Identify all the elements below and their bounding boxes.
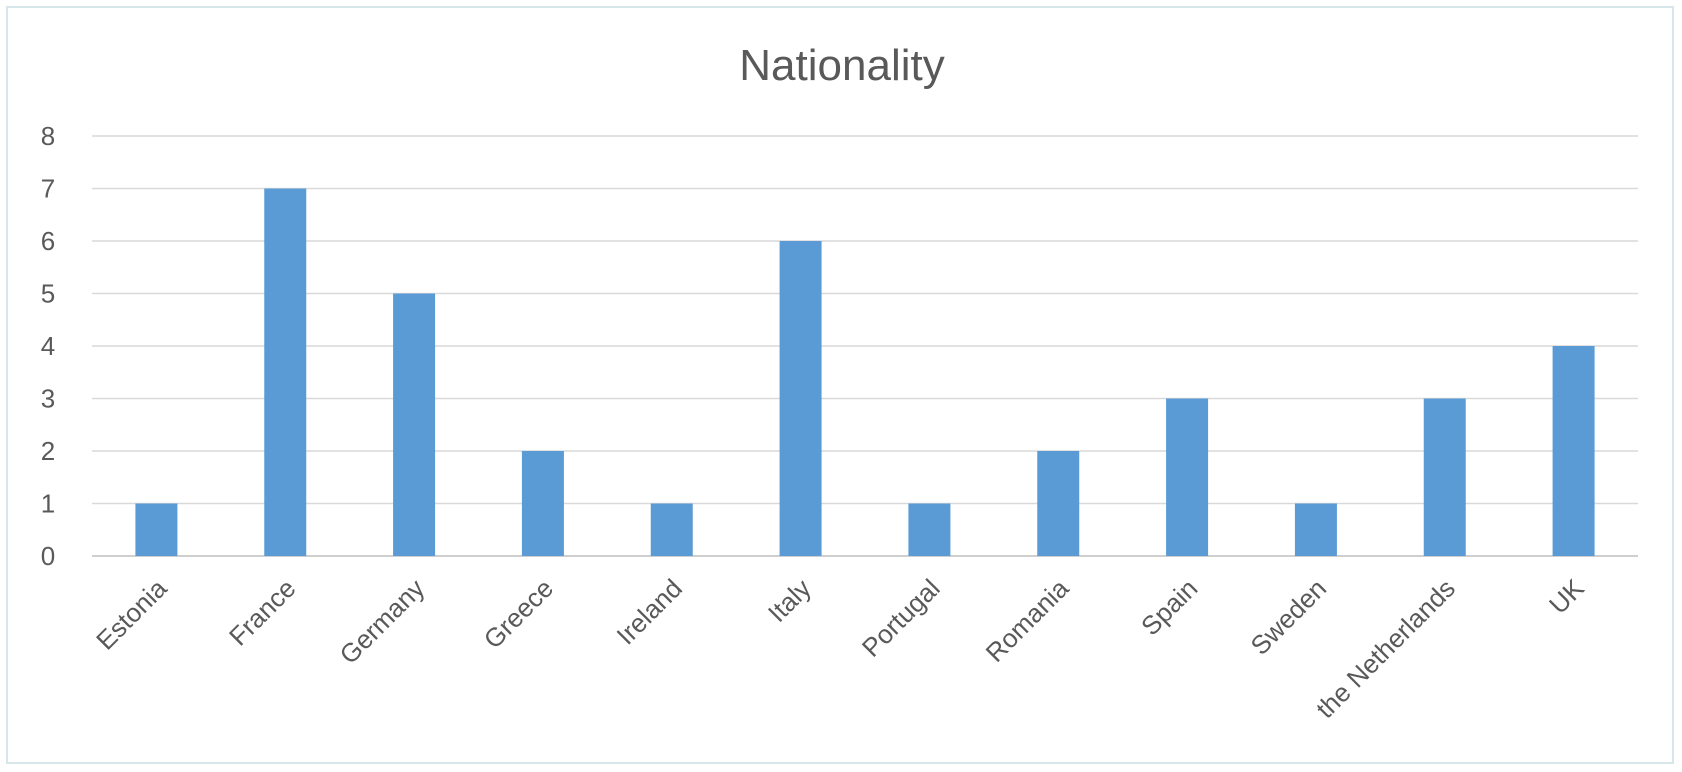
category-label: Spain [1135,573,1203,641]
y-tick-label: 4 [41,331,55,361]
bar-the-netherlands [1423,398,1466,556]
x-axis-categories: Estonia France Germany Greece Ireland Italy Po… [90,573,1590,724]
bar-germany [393,293,436,556]
bar-estonia [135,503,178,556]
category-label: Sweden [1245,573,1333,661]
bar-uk [1552,346,1595,556]
chart-title: Nationality [739,41,944,90]
category-label: Romania [980,573,1075,668]
y-tick-label: 5 [41,279,55,309]
category-label: Ireland [611,573,688,650]
bar-sweden [1294,503,1337,556]
bar-portugal [908,503,951,556]
bar-spain [1166,398,1209,556]
y-tick-label: 0 [41,541,55,571]
category-label: Portugal [856,573,946,663]
category-label: UK [1543,573,1590,620]
y-tick-label: 2 [41,436,55,466]
y-tick-label: 6 [41,226,55,256]
category-label: Greece [478,573,560,655]
category-label: Estonia [90,573,173,656]
bar-romania [1037,451,1080,556]
y-tick-label: 3 [41,384,55,414]
gridlines [92,135,1638,557]
y-tick-label: 8 [41,121,55,151]
bars [135,188,1595,556]
y-tick-label: 1 [41,489,55,519]
bar-france [264,188,307,556]
category-label: Germany [334,573,431,670]
y-axis-ticks: 0 1 2 3 4 5 6 7 8 [41,121,55,571]
bar-ireland [650,503,693,556]
y-tick-label: 7 [41,174,55,204]
category-label: Italy [762,573,817,628]
category-label: the Netherlands [1310,573,1461,724]
category-label: France [223,573,301,651]
bar-greece [521,451,564,556]
bar-italy [779,241,822,556]
